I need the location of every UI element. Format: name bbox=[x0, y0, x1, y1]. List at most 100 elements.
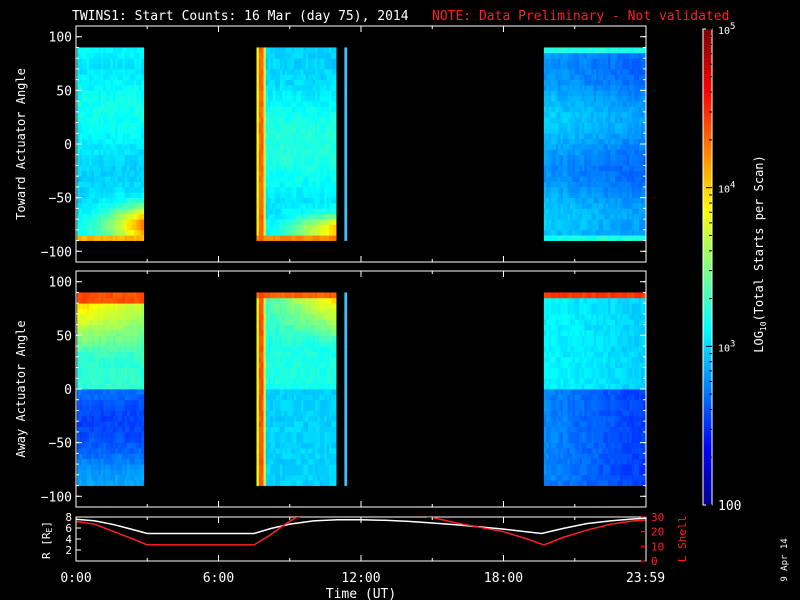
heatmap-cell bbox=[84, 58, 88, 64]
heatmap-cell bbox=[286, 122, 290, 129]
heatmap-cell bbox=[627, 95, 630, 102]
heatmap-cell bbox=[136, 308, 140, 315]
heatmap-cell bbox=[310, 208, 314, 215]
heatmap-cell bbox=[565, 90, 569, 97]
heatmap-cell bbox=[91, 52, 95, 59]
heatmap-cell bbox=[291, 203, 295, 209]
heatmap-cell bbox=[268, 127, 271, 134]
heatmap-cell bbox=[258, 133, 262, 140]
heatmap-cell bbox=[624, 224, 628, 231]
heatmap-cell bbox=[593, 197, 597, 204]
heatmap-cell bbox=[300, 74, 304, 81]
heatmap-cell bbox=[284, 63, 288, 70]
heatmap-cell bbox=[110, 68, 114, 75]
heatmap-cell bbox=[596, 208, 599, 215]
heatmap-cell bbox=[93, 448, 97, 454]
heatmap-cell bbox=[272, 58, 276, 64]
heatmap-cell bbox=[612, 165, 616, 172]
heatmap-cell bbox=[84, 47, 88, 54]
heatmap-cell bbox=[91, 47, 95, 54]
heatmap-cell bbox=[86, 410, 90, 417]
heatmap-cell bbox=[293, 160, 297, 166]
heatmap-cell bbox=[110, 319, 114, 326]
heatmap-cell bbox=[567, 197, 571, 204]
heatmap-cell bbox=[124, 127, 128, 134]
heatmap-cell bbox=[81, 197, 85, 204]
heatmap-cell bbox=[136, 170, 140, 177]
heatmap-cell bbox=[112, 63, 116, 70]
heatmap-cell bbox=[141, 313, 145, 320]
heatmap-cell bbox=[279, 203, 283, 209]
y-tick-label: 0 bbox=[64, 138, 72, 153]
heatmap-cell bbox=[565, 95, 569, 102]
heatmap-cell bbox=[136, 421, 140, 427]
heatmap-cell bbox=[129, 224, 133, 231]
heatmap-cell bbox=[560, 95, 564, 102]
heatmap-cell bbox=[131, 308, 135, 315]
heatmap-cell bbox=[103, 229, 107, 236]
heatmap-cell bbox=[124, 224, 128, 231]
heatmap-cell bbox=[600, 74, 604, 81]
away-heatmap bbox=[77, 292, 647, 486]
heatmap-cell bbox=[122, 453, 126, 460]
heatmap-cell bbox=[270, 219, 274, 225]
heatmap-cell bbox=[96, 410, 99, 417]
heatmap-cell bbox=[103, 154, 107, 161]
heatmap-cell bbox=[577, 122, 580, 129]
heatmap-cell bbox=[619, 85, 623, 91]
heatmap-cell bbox=[138, 378, 142, 385]
heatmap-cell bbox=[100, 292, 104, 299]
heatmap-cell bbox=[115, 47, 118, 54]
heatmap-cell bbox=[272, 95, 276, 102]
heatmap-cell bbox=[596, 165, 599, 172]
heatmap-cell bbox=[268, 170, 271, 177]
heatmap-cell bbox=[282, 47, 285, 54]
heatmap-cell bbox=[129, 431, 133, 438]
heatmap-cell bbox=[555, 95, 559, 102]
heatmap-cell bbox=[261, 458, 264, 465]
heatmap-cell bbox=[331, 68, 335, 75]
heatmap-cell bbox=[256, 474, 260, 481]
heatmap-cell bbox=[100, 197, 104, 204]
heatmap-cell bbox=[124, 176, 128, 182]
heatmap-cell bbox=[605, 176, 609, 182]
heatmap-cell bbox=[275, 101, 278, 107]
heatmap-cell bbox=[629, 95, 633, 102]
heatmap-cell bbox=[622, 192, 626, 199]
heatmap-cell bbox=[331, 106, 335, 113]
heatmap-cell bbox=[77, 330, 80, 336]
heatmap-cell bbox=[127, 458, 130, 465]
heatmap-cell bbox=[553, 122, 557, 129]
heatmap-cell bbox=[567, 111, 571, 118]
heatmap-cell bbox=[600, 229, 604, 236]
heatmap-cell bbox=[619, 101, 623, 107]
heatmap-cell bbox=[110, 431, 114, 438]
heatmap-cell bbox=[593, 74, 597, 81]
heatmap-cell bbox=[131, 383, 135, 390]
heatmap-cell bbox=[284, 74, 288, 81]
heatmap-cell bbox=[119, 192, 123, 199]
heatmap-cell bbox=[108, 405, 111, 411]
heatmap-cell bbox=[119, 197, 123, 204]
heatmap-cell bbox=[555, 117, 559, 123]
heatmap-cell bbox=[117, 297, 121, 304]
heatmap-cell bbox=[265, 229, 269, 236]
heatmap-cell bbox=[96, 138, 99, 145]
heatmap-cell bbox=[263, 58, 267, 64]
heatmap-cell bbox=[98, 170, 102, 177]
heatmap-cell bbox=[322, 111, 325, 118]
heatmap-cell bbox=[317, 52, 321, 59]
heatmap-cell bbox=[89, 106, 92, 113]
heatmap-cell bbox=[115, 95, 118, 102]
heatmap-cell bbox=[84, 469, 88, 476]
heatmap-cell bbox=[256, 319, 260, 326]
heatmap-cell bbox=[265, 63, 269, 70]
heatmap-cell bbox=[131, 58, 135, 64]
heatmap-cell bbox=[84, 378, 88, 385]
heatmap-cell bbox=[89, 224, 92, 231]
heatmap-cell bbox=[286, 203, 290, 209]
heatmap-cell bbox=[589, 47, 592, 54]
heatmap-cell bbox=[574, 111, 578, 118]
heatmap-cell bbox=[256, 95, 260, 102]
heatmap-cell bbox=[91, 292, 95, 299]
